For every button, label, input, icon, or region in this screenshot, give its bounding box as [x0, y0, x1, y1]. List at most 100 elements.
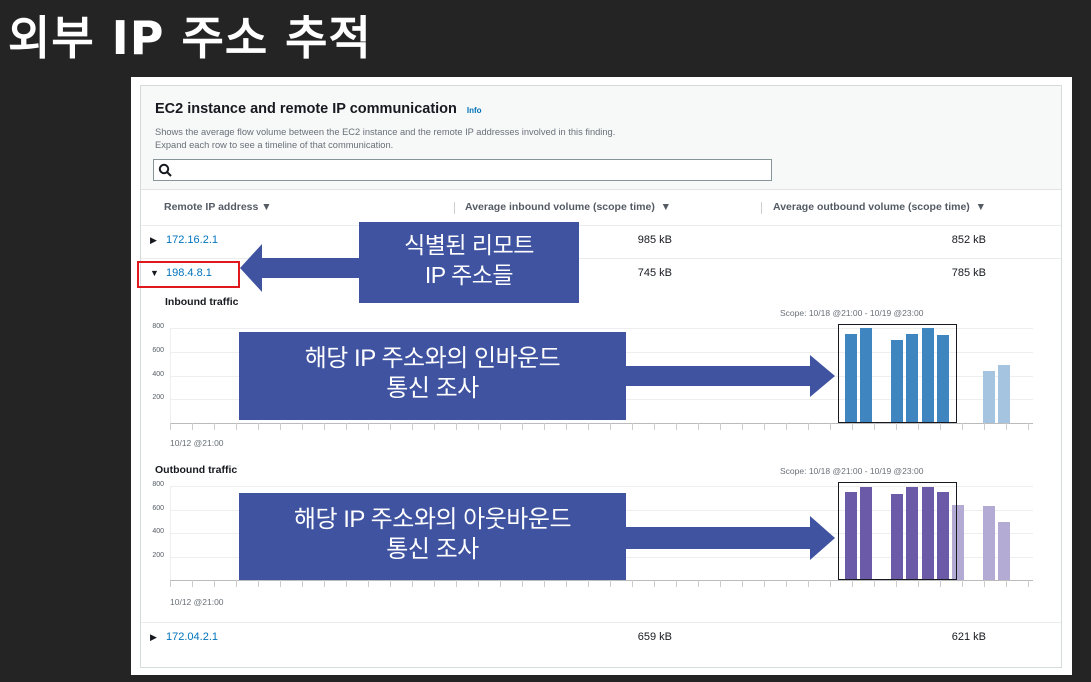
x-tick — [500, 580, 501, 587]
inbound-bar[interactable] — [845, 333, 857, 423]
x-tick — [434, 423, 435, 430]
x-tick — [324, 580, 325, 587]
x-tick — [698, 580, 699, 587]
x-tick — [610, 580, 611, 587]
column-header-outbound[interactable]: Average outbound volume (scope time) ▼ — [773, 201, 986, 213]
x-tick — [346, 423, 347, 430]
x-axis — [170, 580, 1033, 581]
sort-icon: ▼ — [660, 201, 672, 213]
x-tick — [918, 423, 919, 430]
x-tick — [1028, 580, 1029, 587]
inbound-volume: 745 kB — [637, 267, 672, 279]
x-axis — [170, 423, 1033, 424]
description-line: Shows the average flow volume between th… — [155, 127, 616, 137]
inbound-bar[interactable] — [936, 335, 949, 423]
x-tick — [764, 580, 765, 587]
x-tick — [720, 580, 721, 587]
x-tick — [412, 580, 413, 587]
scope-selection-box — [838, 482, 957, 580]
inbound-bar[interactable] — [921, 328, 934, 423]
x-tick — [346, 580, 347, 587]
outbound-bar[interactable] — [860, 487, 873, 580]
x-tick — [742, 580, 743, 587]
inbound-bar[interactable] — [982, 370, 995, 423]
row-divider — [141, 622, 1061, 623]
outbound-bar[interactable] — [982, 505, 995, 580]
expand-icon[interactable]: ▶ — [150, 235, 157, 245]
outbound-bar[interactable] — [998, 522, 1010, 580]
ip-link[interactable]: 172.16.2.1 — [166, 234, 218, 246]
x-tick — [566, 423, 567, 430]
x-tick — [236, 423, 237, 430]
row-divider — [141, 258, 1061, 259]
x-tick — [588, 423, 589, 430]
annotation-text: 해당 IP 주소와의 아웃바운드 — [293, 506, 572, 533]
x-tick — [478, 423, 479, 430]
y-axis — [170, 328, 171, 423]
x-tick — [676, 580, 677, 587]
sort-icon: ▼ — [975, 201, 987, 213]
x-tick — [412, 423, 413, 430]
x-tick — [522, 423, 523, 430]
x-tick — [808, 580, 809, 587]
outbound-bar[interactable] — [952, 504, 965, 580]
inbound-bar[interactable] — [998, 364, 1010, 423]
inbound-bar[interactable] — [906, 333, 919, 423]
x-tick — [654, 580, 655, 587]
x-tick — [874, 580, 875, 587]
x-tick — [808, 423, 809, 430]
outbound-bar[interactable] — [936, 491, 949, 580]
annotation-text: 통신 조사 — [386, 536, 479, 563]
x-tick — [588, 580, 589, 587]
y-axis — [170, 486, 171, 580]
x-tick — [566, 580, 567, 587]
x-tick — [698, 423, 699, 430]
x-tick — [214, 423, 215, 430]
x-tick — [478, 580, 479, 587]
x-tick — [258, 423, 259, 430]
outbound-x-label: 10/12 @21:00 — [170, 597, 224, 607]
column-header-inbound[interactable]: Average inbound volume (scope time) ▼ — [465, 201, 671, 213]
x-tick — [874, 423, 875, 430]
info-link[interactable]: Info — [466, 106, 482, 115]
x-tick — [236, 580, 237, 587]
ip-link[interactable]: 198.4.8.1 — [166, 267, 212, 279]
inbound-annotation-box: 해당 IP 주소와의 인바운드 통신 조사 — [239, 332, 626, 420]
x-tick — [544, 423, 545, 430]
collapse-icon[interactable]: ▼ — [150, 268, 159, 278]
column-divider — [761, 202, 762, 214]
outbound-bar[interactable] — [845, 491, 857, 580]
x-tick — [940, 423, 941, 430]
outbound-chart-title: Outbound traffic — [155, 464, 238, 476]
inbound-volume: 659 kB — [637, 631, 672, 643]
card-description: Shows the average flow volume between th… — [155, 126, 615, 152]
inbound-bar[interactable] — [860, 328, 873, 423]
x-tick — [896, 580, 897, 587]
x-tick — [544, 580, 545, 587]
ip-highlight-box — [137, 261, 240, 288]
outbound-bar[interactable] — [921, 487, 934, 580]
x-tick — [830, 423, 831, 430]
outbound-bar[interactable] — [906, 487, 919, 580]
x-tick — [434, 580, 435, 587]
x-tick — [390, 423, 391, 430]
x-tick — [830, 580, 831, 587]
x-tick — [368, 580, 369, 587]
outbound-volume: 785 kB — [951, 267, 986, 279]
column-header-remote-ip[interactable]: Remote IP address ▼ — [164, 201, 272, 213]
x-tick — [390, 580, 391, 587]
ip-link[interactable]: 172.04.2.1 — [166, 631, 218, 643]
card-title: EC2 instance and remote IP communication — [155, 101, 457, 117]
search-input[interactable] — [153, 159, 772, 181]
column-label: Average inbound volume (scope time) — [465, 201, 655, 213]
x-tick — [654, 423, 655, 430]
x-tick — [896, 423, 897, 430]
annotation-text: 식별된 리모트 — [404, 232, 534, 258]
x-tick — [170, 580, 171, 587]
y-tick-label: 200 — [152, 394, 164, 402]
annotation-text: 통신 조사 — [386, 375, 479, 402]
outbound-bar[interactable] — [890, 494, 903, 580]
x-tick — [368, 423, 369, 430]
expand-icon[interactable]: ▶ — [150, 632, 157, 642]
inbound-bar[interactable] — [890, 339, 903, 423]
